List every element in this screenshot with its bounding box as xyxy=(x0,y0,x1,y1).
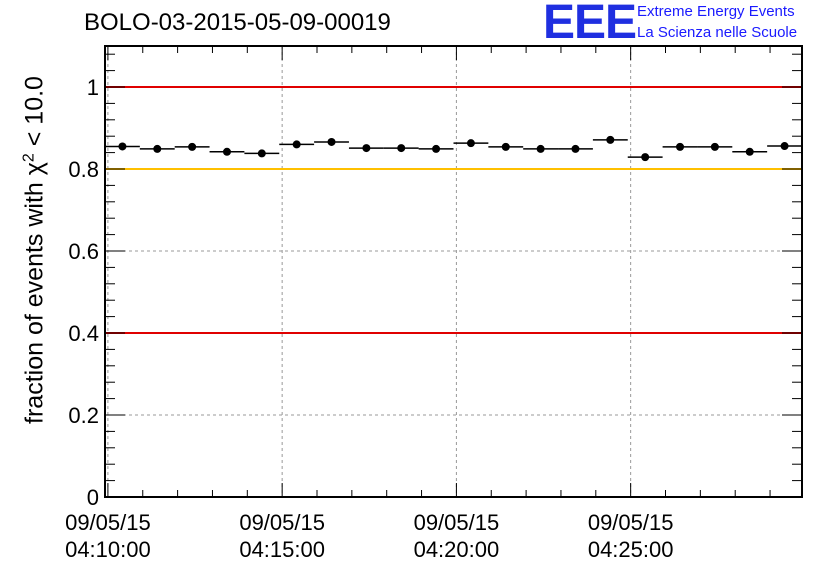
chi-exponent: 2 xyxy=(20,153,38,163)
chart-title: BOLO-03-2015-05-09-00019 xyxy=(84,9,391,36)
y-tick-label: 0.6 xyxy=(68,239,99,264)
x-tick-time-label: 04:25:00 xyxy=(588,537,674,562)
data-point xyxy=(188,142,197,151)
y-tick-label: 0.8 xyxy=(68,157,99,182)
reference-lines xyxy=(105,86,802,334)
data-points xyxy=(105,135,802,162)
y-tick-label: 1 xyxy=(87,75,99,100)
x-tick-time-label: 04:15:00 xyxy=(239,537,325,562)
x-tick-date-label: 09/05/15 xyxy=(588,510,674,535)
data-point xyxy=(327,137,336,146)
x-tick-date-label: 09/05/15 xyxy=(239,510,325,535)
y-axis-label-prefix: fraction of events with xyxy=(20,175,49,424)
data-point xyxy=(676,142,685,151)
x-tick-date-label: 09/05/15 xyxy=(65,510,151,535)
data-point xyxy=(571,144,580,153)
axis-ticks xyxy=(105,46,802,498)
logo-text-line2: La Scienza nelle Scuole xyxy=(637,24,798,41)
data-point xyxy=(153,144,162,153)
x-tick-date-label: 09/05/15 xyxy=(414,510,500,535)
x-tick-time-label: 04:20:00 xyxy=(414,537,500,562)
data-point xyxy=(362,144,371,153)
data-point xyxy=(118,142,127,151)
plot-border xyxy=(104,45,803,498)
grid-layer xyxy=(105,46,802,497)
y-tick-label: 0.4 xyxy=(68,321,99,346)
y-tick-label: 0.2 xyxy=(68,403,99,428)
data-point xyxy=(292,140,301,149)
y-tick-label: 0 xyxy=(87,485,99,510)
y-axis-label-suffix: < 10.0 xyxy=(20,76,49,154)
logo-text-line1: Extreme Energy Events xyxy=(637,3,795,20)
data-point xyxy=(710,142,719,151)
data-point xyxy=(536,144,545,153)
tick-labels: 00.20.40.60.8109/05/1504:10:0009/05/1504… xyxy=(65,75,673,562)
logo-mark: EEE xyxy=(543,0,637,49)
data-point xyxy=(745,147,754,156)
data-point xyxy=(222,147,231,156)
plot-frame xyxy=(104,45,803,498)
data-point xyxy=(397,144,406,153)
x-tick-time-label: 04:10:00 xyxy=(65,537,151,562)
data-point xyxy=(432,144,441,153)
data-point xyxy=(466,139,475,148)
data-point xyxy=(257,149,266,158)
data-point xyxy=(641,153,650,162)
data-point xyxy=(780,142,789,151)
y-axis-label: fraction of events with χ2 < 10.0 xyxy=(20,76,49,424)
data-point xyxy=(501,142,510,151)
data-point xyxy=(606,135,615,144)
chi-symbol: χ xyxy=(20,162,49,176)
